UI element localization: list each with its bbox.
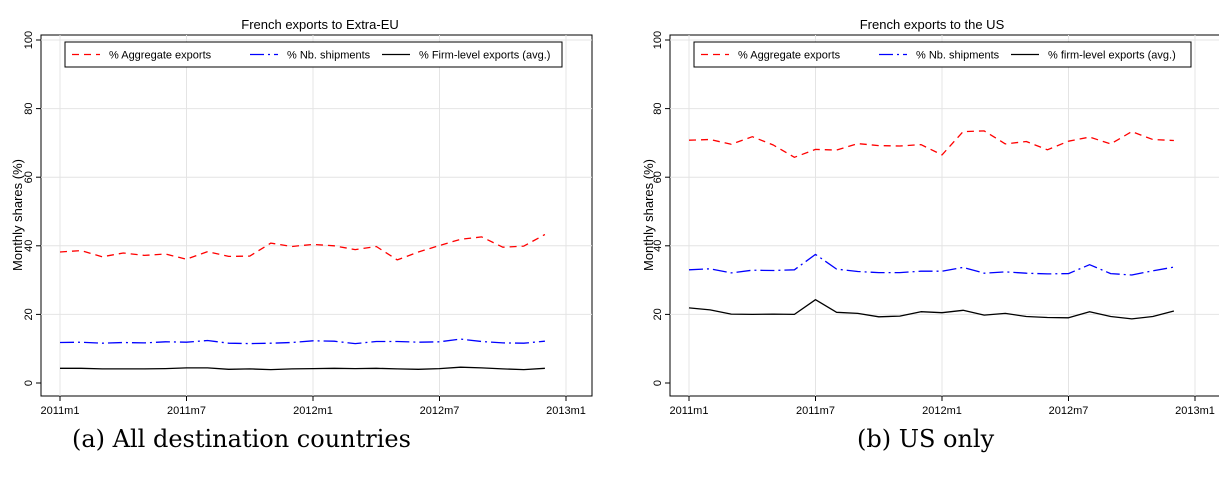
y-tick-label: 80 — [652, 102, 664, 114]
y-tick-label: 20 — [23, 308, 35, 320]
x-tick-label: 2012m7 — [1049, 405, 1089, 417]
series-line-aggregate — [59, 233, 546, 261]
y-tick-label: 100 — [23, 31, 35, 49]
y-tick-label: 80 — [23, 102, 35, 114]
series-line-firm — [60, 366, 545, 371]
x-tick-label: 2012m7 — [420, 405, 460, 417]
series-line-firm — [688, 299, 1175, 320]
legend-box — [693, 41, 1192, 68]
x-tick-label: 2013m1 — [546, 405, 586, 417]
y-tick-label: 40 — [23, 240, 35, 252]
x-tick-label: 2011m7 — [796, 405, 835, 417]
series-line-aggregate — [688, 130, 1174, 158]
legend-label: % Firm-level exports (avg.) — [419, 50, 550, 62]
plot-frame — [669, 34, 1219, 397]
legend-box — [64, 41, 563, 68]
x-tick-label: 2012m1 — [293, 405, 333, 417]
plot-frame — [40, 34, 593, 397]
legend-label: % Aggregate exports — [738, 50, 841, 62]
y-tick-label: 20 — [652, 308, 664, 320]
y-tick-label: 60 — [23, 171, 35, 183]
y-axis-label: Monthly shares (%) — [10, 159, 25, 271]
legend-label: % firm-level exports (avg.) — [1048, 50, 1176, 62]
chart-title: French exports to Extra-EU — [241, 17, 399, 32]
y-tick-label: 100 — [652, 31, 664, 49]
legend-label: % Nb. shipments — [287, 50, 371, 62]
chart-title: French exports to the US — [860, 17, 1005, 32]
x-tick-label: 2013m1 — [1175, 405, 1215, 417]
legend: % Aggregate exports % Nb. shipments % Firm… — [64, 41, 563, 68]
y-axis-label: Monthly shares (%) — [641, 159, 656, 271]
x-tick-label: 2011m1 — [670, 405, 709, 417]
series-line-shipments — [59, 338, 545, 345]
y-tick-label: 40 — [652, 240, 664, 252]
chart-panel-a: French exports to Extra-EU Monthly shares… — [10, 17, 593, 417]
y-tick-label: 0 — [652, 380, 664, 386]
legend-label: % Aggregate exports — [109, 50, 212, 62]
y-tick-label: 60 — [652, 171, 664, 183]
chart-panel-b: French exports to the US Monthly shares (… — [641, 17, 1219, 417]
y-tick-label: 0 — [23, 380, 35, 386]
caption-panel-a: (a) All destination countries — [72, 425, 411, 453]
x-tick-label: 2012m1 — [922, 405, 962, 417]
x-tick-label: 2011m7 — [167, 405, 206, 417]
x-tick-label: 2011m1 — [41, 405, 80, 417]
legend-label: % Nb. shipments — [916, 50, 1000, 62]
caption-panel-b: (b) US only — [857, 425, 995, 453]
legend: % Aggregate exports % Nb. shipments % firm… — [693, 41, 1192, 68]
series-line-shipments — [688, 253, 1175, 276]
